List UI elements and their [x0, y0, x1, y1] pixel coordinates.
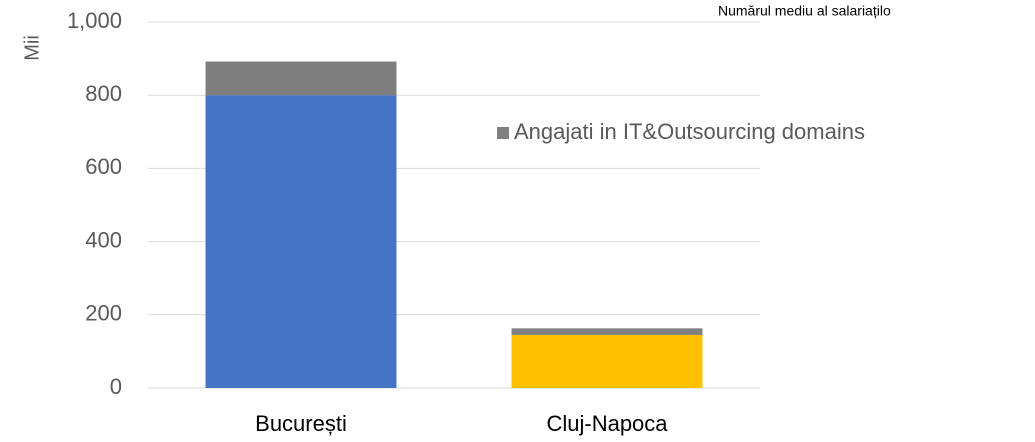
bar-segment [205, 61, 397, 96]
x-tick-label: București [255, 411, 347, 436]
x-tick-label: Cluj-Napoca [546, 411, 668, 436]
y-tick-label: 0 [110, 374, 122, 399]
y-tick-label: 800 [85, 81, 122, 106]
bar-segment [205, 95, 397, 388]
y-axis-label: Mii [21, 35, 43, 61]
bar-segment [511, 334, 703, 388]
y-tick-label: 400 [85, 227, 122, 252]
y-tick-label: 600 [85, 154, 122, 179]
legend-swatch [497, 127, 509, 139]
legend-label: Angajati in IT&Outsourcing domains [514, 119, 865, 144]
y-tick-label: 200 [85, 301, 122, 326]
bar-segment [511, 328, 703, 335]
y-tick-label: 1,000 [67, 8, 122, 33]
chart-title: Numărul mediu al salariațilo [718, 3, 891, 19]
